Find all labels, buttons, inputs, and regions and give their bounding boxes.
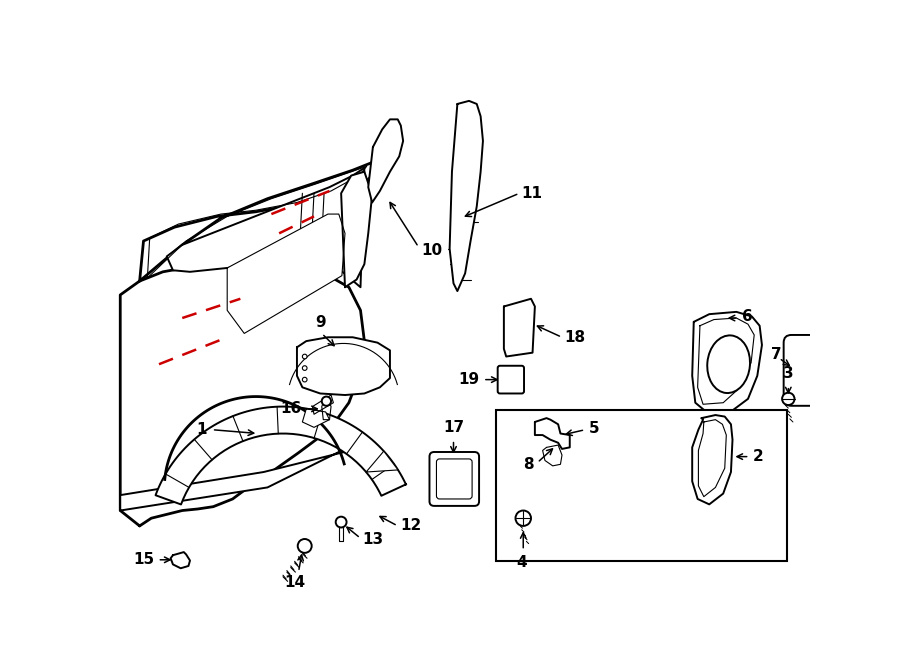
Text: 14: 14 — [284, 575, 305, 590]
FancyBboxPatch shape — [429, 452, 479, 506]
Polygon shape — [302, 409, 329, 428]
Ellipse shape — [707, 335, 750, 393]
Text: 5: 5 — [589, 420, 599, 436]
Circle shape — [302, 354, 307, 359]
Circle shape — [322, 397, 331, 406]
FancyBboxPatch shape — [556, 420, 605, 471]
Polygon shape — [121, 262, 364, 526]
Polygon shape — [140, 163, 380, 281]
Polygon shape — [166, 168, 364, 288]
Polygon shape — [121, 442, 361, 510]
Text: 7: 7 — [770, 348, 781, 362]
Text: 19: 19 — [459, 372, 480, 387]
Text: 6: 6 — [742, 309, 752, 324]
Polygon shape — [322, 403, 331, 420]
Circle shape — [336, 517, 346, 527]
Text: 8: 8 — [524, 457, 534, 472]
Polygon shape — [535, 418, 570, 449]
Text: 1: 1 — [196, 422, 207, 437]
Polygon shape — [504, 299, 535, 356]
Polygon shape — [366, 451, 398, 472]
Circle shape — [782, 393, 795, 405]
Polygon shape — [341, 172, 372, 288]
Polygon shape — [338, 527, 344, 541]
Circle shape — [298, 539, 311, 553]
Polygon shape — [227, 214, 345, 333]
Text: 13: 13 — [362, 532, 383, 547]
Polygon shape — [368, 120, 403, 202]
FancyBboxPatch shape — [498, 366, 524, 393]
FancyBboxPatch shape — [548, 412, 613, 480]
Polygon shape — [692, 415, 733, 504]
Polygon shape — [333, 349, 361, 379]
Text: 12: 12 — [400, 518, 422, 533]
Text: 2: 2 — [752, 449, 763, 464]
Circle shape — [516, 510, 531, 526]
Polygon shape — [156, 407, 406, 504]
Text: 16: 16 — [281, 401, 302, 416]
Text: 3: 3 — [783, 366, 794, 381]
Polygon shape — [297, 337, 390, 395]
Circle shape — [592, 452, 601, 461]
Polygon shape — [543, 445, 562, 466]
Polygon shape — [692, 312, 762, 414]
FancyBboxPatch shape — [436, 459, 472, 499]
Text: 17: 17 — [443, 420, 464, 435]
Circle shape — [302, 366, 307, 370]
Text: 10: 10 — [421, 243, 442, 258]
Text: 9: 9 — [315, 315, 326, 330]
Text: 4: 4 — [517, 555, 527, 570]
Text: 18: 18 — [564, 330, 586, 345]
Polygon shape — [312, 395, 333, 414]
Circle shape — [302, 377, 307, 382]
Polygon shape — [171, 552, 190, 568]
Polygon shape — [450, 101, 483, 291]
FancyBboxPatch shape — [784, 335, 832, 406]
Bar — [496, 410, 787, 561]
Text: 11: 11 — [522, 186, 543, 201]
Text: 15: 15 — [133, 553, 155, 567]
